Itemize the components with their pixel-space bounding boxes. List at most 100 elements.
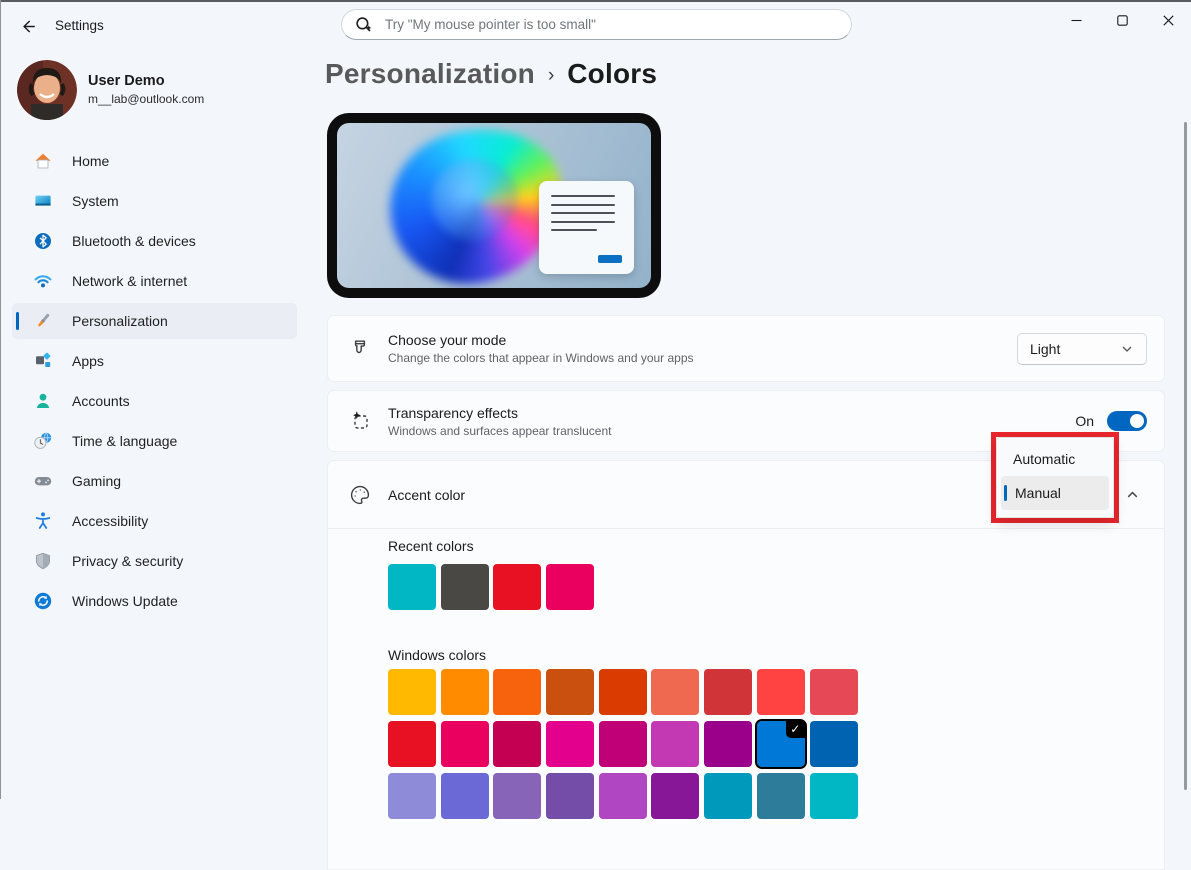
home-icon bbox=[33, 151, 53, 171]
windows-update-icon bbox=[33, 591, 53, 611]
color-swatch[interactable] bbox=[546, 564, 595, 610]
color-swatch[interactable] bbox=[651, 721, 700, 767]
breadcrumb-separator: › bbox=[547, 65, 555, 86]
color-swatch[interactable] bbox=[809, 721, 858, 767]
color-swatch-selected[interactable] bbox=[754, 719, 807, 769]
color-swatch[interactable] bbox=[598, 773, 647, 819]
window-top-border bbox=[0, 0, 1191, 2]
color-swatch[interactable] bbox=[493, 721, 542, 767]
close-button[interactable] bbox=[1145, 0, 1191, 40]
sidebar-item-label: Personalization bbox=[72, 313, 168, 329]
sidebar-item-apps[interactable]: Apps bbox=[12, 343, 297, 379]
sidebar-item-personalization[interactable]: Personalization bbox=[12, 303, 297, 339]
breadcrumb-personalization[interactable]: Personalization bbox=[325, 58, 535, 89]
sidebar-item-home[interactable]: Home bbox=[12, 143, 297, 179]
color-swatch[interactable] bbox=[704, 773, 753, 819]
maximize-icon bbox=[1116, 14, 1128, 26]
bluetooth-icon bbox=[33, 231, 53, 251]
paint-brush-icon bbox=[348, 337, 372, 361]
color-swatch[interactable] bbox=[704, 669, 753, 715]
color-swatch[interactable] bbox=[704, 721, 753, 767]
divider bbox=[328, 528, 1164, 529]
dropdown-option-automatic[interactable]: Automatic bbox=[1013, 451, 1076, 467]
color-swatch[interactable] bbox=[756, 773, 805, 819]
sidebar-item-gaming[interactable]: Gaming bbox=[12, 463, 297, 499]
sidebar-item-label: Windows Update bbox=[72, 593, 178, 609]
color-swatch[interactable] bbox=[756, 669, 805, 715]
sidebar-item-system[interactable]: System bbox=[12, 183, 297, 219]
privacy-shield-icon bbox=[33, 551, 53, 571]
minimize-button[interactable] bbox=[1053, 0, 1099, 40]
back-button[interactable] bbox=[13, 13, 43, 39]
transparency-toggle[interactable] bbox=[1107, 411, 1147, 431]
sidebar-item-time-language[interactable]: Time & language bbox=[12, 423, 297, 459]
window-controls bbox=[1053, 0, 1191, 40]
search-input[interactable] bbox=[383, 16, 839, 33]
windows-colors-grid bbox=[388, 669, 859, 819]
settings-window: { "window": { "title": "Settings" }, "se… bbox=[0, 0, 1191, 799]
color-swatch[interactable] bbox=[388, 564, 436, 610]
sidebar-nav: Home System Bluetooth & devices Network … bbox=[12, 143, 297, 623]
network-icon bbox=[33, 271, 53, 291]
sidebar-item-accessibility[interactable]: Accessibility bbox=[12, 503, 297, 539]
chevron-up-icon[interactable] bbox=[1117, 482, 1147, 508]
app-title: Settings bbox=[55, 18, 104, 33]
chevron-down-icon bbox=[1120, 342, 1134, 356]
toggle-state-label: On bbox=[1075, 413, 1094, 429]
accent-color-header[interactable]: Accent color bbox=[328, 461, 1164, 528]
avatar[interactable] bbox=[17, 60, 77, 120]
color-swatch[interactable] bbox=[440, 669, 489, 715]
sidebar-item-label: Gaming bbox=[72, 473, 122, 489]
minimize-icon bbox=[1071, 15, 1082, 26]
choose-mode-subtitle: Change the colors that appear in Windows… bbox=[388, 351, 694, 365]
sidebar-item-label: Accounts bbox=[72, 393, 130, 409]
sidebar-item-label: Privacy & security bbox=[72, 553, 184, 569]
color-swatch[interactable] bbox=[440, 721, 489, 767]
color-swatch[interactable] bbox=[809, 669, 858, 715]
color-swatch[interactable] bbox=[440, 773, 489, 819]
personalization-icon bbox=[33, 311, 53, 331]
search-box[interactable] bbox=[341, 9, 852, 40]
theme-preview-wallpaper bbox=[337, 123, 651, 288]
sidebar-item-label: Home bbox=[72, 153, 110, 169]
sidebar-item-label: Bluetooth & devices bbox=[72, 233, 196, 249]
color-swatch[interactable] bbox=[493, 669, 542, 715]
color-swatch[interactable] bbox=[493, 773, 542, 819]
main-content: Personalization › Colors Choose your mod… bbox=[325, 48, 1171, 870]
color-swatch[interactable] bbox=[388, 773, 436, 819]
accessibility-icon bbox=[33, 511, 53, 531]
sidebar-item-network[interactable]: Network & internet bbox=[12, 263, 297, 299]
transparency-card: Transparency effects Windows and surface… bbox=[327, 390, 1165, 452]
color-swatch[interactable] bbox=[651, 669, 700, 715]
choose-mode-card: Choose your mode Change the colors that … bbox=[327, 315, 1165, 382]
sidebar-item-label: Network & internet bbox=[72, 273, 188, 289]
maximize-button[interactable] bbox=[1099, 0, 1145, 40]
sidebar-item-privacy[interactable]: Privacy & security bbox=[12, 543, 297, 579]
sidebar-item-accounts[interactable]: Accounts bbox=[12, 383, 297, 419]
transparency-sparkle-icon bbox=[348, 409, 372, 433]
color-swatch[interactable] bbox=[809, 773, 858, 819]
mode-select[interactable]: Light bbox=[1017, 332, 1147, 365]
transparency-subtitle: Windows and surfaces appear translucent bbox=[388, 423, 612, 438]
color-swatch[interactable] bbox=[598, 669, 647, 715]
color-swatch[interactable] bbox=[598, 721, 647, 767]
close-icon bbox=[1162, 14, 1174, 26]
color-swatch[interactable] bbox=[546, 669, 595, 715]
color-swatch[interactable] bbox=[651, 773, 700, 819]
gaming-icon bbox=[33, 471, 53, 491]
color-swatch[interactable] bbox=[546, 773, 595, 819]
apps-icon bbox=[33, 351, 53, 371]
breadcrumb: Personalization › Colors bbox=[325, 58, 657, 90]
color-swatch[interactable] bbox=[440, 564, 489, 610]
sidebar-item-windows-update[interactable]: Windows Update bbox=[12, 583, 297, 619]
color-swatch[interactable] bbox=[388, 669, 436, 715]
color-swatch[interactable] bbox=[388, 721, 436, 767]
color-swatch[interactable] bbox=[546, 721, 595, 767]
vertical-scrollbar[interactable] bbox=[1184, 122, 1187, 790]
dropdown-option-manual[interactable]: Manual bbox=[1001, 476, 1109, 510]
sidebar-item-bluetooth[interactable]: Bluetooth & devices bbox=[12, 223, 297, 259]
sidebar-item-label: Time & language bbox=[72, 433, 178, 449]
color-swatch[interactable] bbox=[493, 564, 542, 610]
theme-preview-device bbox=[327, 113, 661, 298]
sidebar-item-label: Accessibility bbox=[72, 513, 149, 529]
